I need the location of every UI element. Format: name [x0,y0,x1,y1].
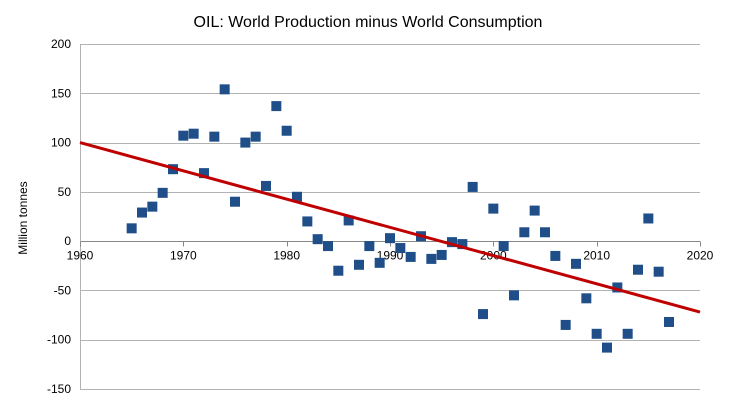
data-point [385,233,395,244]
data-point [457,239,468,250]
data-point [343,215,354,226]
data-point [519,227,530,238]
data-point [498,241,509,252]
data-point [550,250,561,261]
data-point [426,253,437,264]
data-point [219,84,230,95]
data-point [209,131,220,142]
data-point [643,213,654,224]
x-tick-label: 1970 [170,249,197,263]
y-tick-label: -150 [47,382,71,396]
data-point [271,101,282,112]
data-point [529,205,540,216]
y-tick-labels: -150 -100 -50 0 50 100 150 200 [47,37,71,396]
data-point [137,207,147,218]
y-tick-label: -50 [54,283,72,297]
data-point [354,259,364,270]
data-point [478,309,488,320]
data-point [312,234,323,245]
trendline [79,141,701,314]
data-point [405,251,416,262]
data-point [467,181,478,192]
data-point [292,191,302,202]
y-axis-label: Million tonnes [16,181,30,254]
data-point [261,180,271,191]
data-point [653,266,664,277]
data-point [436,249,447,260]
data-point [147,201,158,212]
data-point [188,128,199,139]
trendline-group [79,141,701,314]
data-point [178,130,189,141]
data-point [664,316,674,327]
x-tick-label: 1960 [67,249,94,263]
gridlines [80,44,701,390]
x-tick-label: 1980 [273,249,300,263]
y-tick-label: 200 [51,37,71,51]
data-point [571,258,581,269]
x-tick-label: 2010 [583,249,610,263]
data-point [333,265,344,276]
data-point [447,237,457,248]
data-point [633,264,643,275]
data-point [612,282,623,293]
data-point [540,227,550,238]
data-point [602,342,612,353]
data-point [323,241,333,252]
data-point [302,216,313,227]
data-points [126,84,674,353]
data-point [374,257,385,268]
data-point [581,293,592,304]
data-point [230,196,240,207]
data-point [157,187,168,198]
data-point [240,137,251,148]
data-point [250,131,261,142]
data-point [488,203,499,214]
data-point [281,125,292,136]
y-tick-label: 50 [58,185,72,199]
data-point [591,328,602,339]
chart-title: OIL: World Production minus World Consum… [194,14,543,31]
data-point [560,319,571,330]
x-tick-labels: 1960197019801990200020102020 [67,249,714,263]
y-tick-label: 0 [64,234,71,248]
data-point [509,290,519,301]
data-point [126,223,137,234]
x-tick-label: 2020 [687,249,714,263]
data-point [395,243,406,254]
data-point [622,328,633,339]
y-tick-label: 100 [51,136,71,150]
data-point [364,241,375,252]
data-point [199,168,209,179]
y-tick-label: 150 [51,86,71,100]
y-tick-label: -100 [47,333,71,347]
